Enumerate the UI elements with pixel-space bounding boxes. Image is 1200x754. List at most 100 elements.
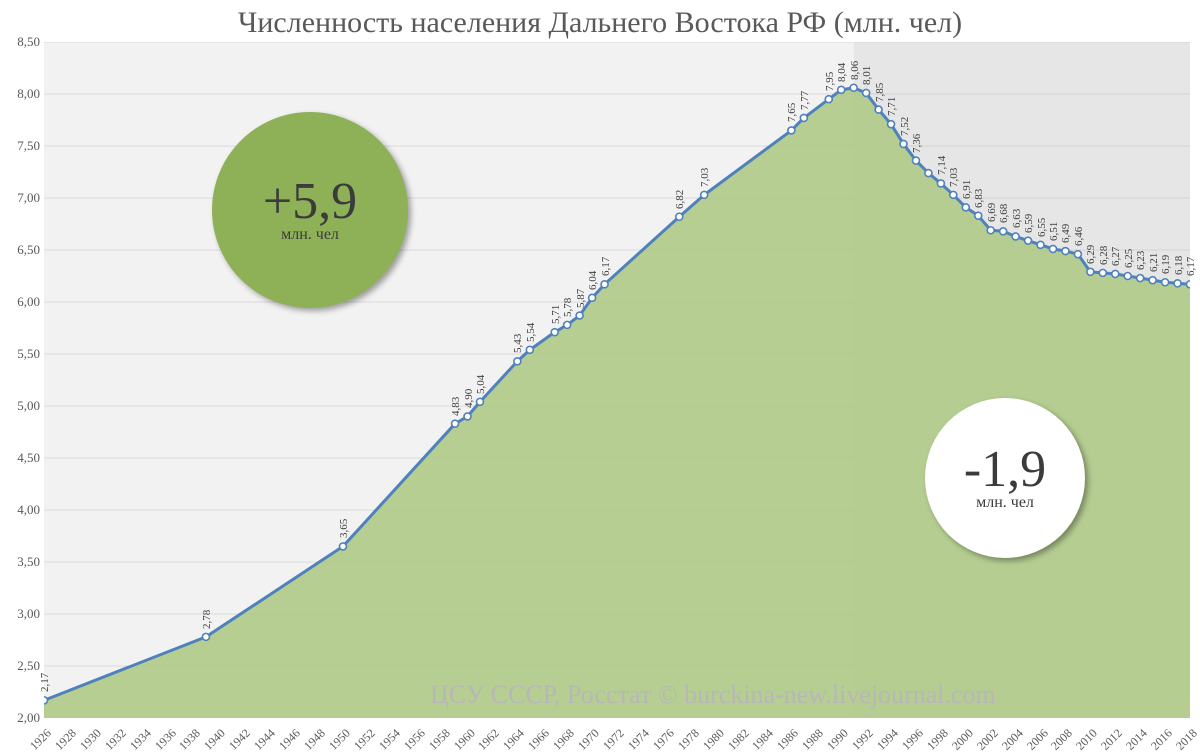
- y-axis-label: 6,50: [17, 242, 40, 258]
- y-axis-label: 8,50: [17, 34, 40, 50]
- x-axis-label: 1962: [475, 726, 503, 754]
- data-point-label: 6,82: [674, 189, 686, 208]
- y-axis-label: 4,00: [17, 502, 40, 518]
- y-axis-label: 3,50: [17, 554, 40, 570]
- data-point-label: 6,59: [1023, 213, 1035, 232]
- data-point-label: 5,04: [475, 375, 487, 394]
- x-axis-label: 1956: [401, 726, 429, 754]
- x-axis-label: 1986: [774, 726, 802, 754]
- data-point-label: 7,65: [786, 103, 798, 122]
- x-axis-label: 1984: [749, 726, 777, 754]
- x-axis-label: 1960: [451, 726, 479, 754]
- callout-value: -1,9: [964, 444, 1046, 496]
- data-point-label: 4,90: [463, 389, 475, 408]
- data-point-label: 5,87: [575, 288, 587, 307]
- data-point-label: 6,49: [1060, 224, 1072, 243]
- data-point-label: 5,78: [562, 298, 574, 317]
- data-point-label: 6,23: [1135, 251, 1147, 270]
- x-axis-label: 1930: [77, 726, 105, 754]
- y-axis-label: 7,00: [17, 190, 40, 206]
- y-axis-label: 8,00: [17, 86, 40, 102]
- data-point-label: 6,27: [1110, 247, 1122, 266]
- x-axis-label: 2008: [1048, 726, 1076, 754]
- callout-gain: +5,9млн. чел: [212, 112, 408, 308]
- x-axis-label: 2006: [1024, 726, 1052, 754]
- data-point-label: 6,19: [1160, 255, 1172, 274]
- data-point-label: 6,18: [1173, 256, 1185, 275]
- data-point-label: 8,06: [849, 61, 861, 80]
- x-axis-label: 1958: [426, 726, 454, 754]
- x-axis-label: 1928: [52, 726, 80, 754]
- x-axis-label: 2004: [999, 726, 1027, 754]
- x-axis-label: 1936: [152, 726, 180, 754]
- data-point-label: 8,01: [861, 66, 873, 85]
- plot-area: [44, 42, 1190, 718]
- data-point-label: 7,03: [699, 168, 711, 187]
- data-point-label: 6,51: [1048, 222, 1060, 241]
- data-point-label: 7,52: [899, 117, 911, 136]
- x-axis-label: 1944: [251, 726, 279, 754]
- data-point-label: 7,14: [936, 156, 948, 175]
- data-point-label: 7,36: [911, 133, 923, 152]
- data-point-label: 7,03: [948, 168, 960, 187]
- data-point-label: 5,54: [525, 323, 537, 342]
- x-axis-label: 1992: [849, 726, 877, 754]
- x-axis-label: 1974: [625, 726, 653, 754]
- x-axis-label: 1996: [899, 726, 927, 754]
- data-point-label: 6,17: [1185, 257, 1197, 276]
- x-axis-label: 1964: [500, 726, 528, 754]
- x-axis-label: 1988: [799, 726, 827, 754]
- x-axis-label: 1934: [127, 726, 155, 754]
- callout-value: +5,9: [263, 176, 357, 228]
- x-axis-label: 1926: [27, 726, 55, 754]
- data-point-label: 6,25: [1123, 249, 1135, 268]
- x-axis-label: 1952: [351, 726, 379, 754]
- data-point-label: 2,78: [201, 610, 213, 629]
- chart-container: Численность населения Дальнего Востока Р…: [0, 0, 1200, 754]
- x-axis-label: 1976: [650, 726, 678, 754]
- x-axis-label: 1954: [376, 726, 404, 754]
- x-axis-label: 1982: [725, 726, 753, 754]
- y-axis-label: 3,00: [17, 606, 40, 622]
- data-point-label: 6,55: [1036, 218, 1048, 237]
- data-point-label: 5,71: [550, 305, 562, 324]
- data-point-label: 7,95: [824, 72, 836, 91]
- x-axis-label: 1950: [326, 726, 354, 754]
- data-point-label: 6,29: [1085, 245, 1097, 264]
- data-point-label: 6,28: [1098, 246, 1110, 265]
- callout-loss: -1,9млн. чел: [925, 398, 1085, 558]
- x-axis-label: 1968: [550, 726, 578, 754]
- x-axis-label: 1972: [600, 726, 628, 754]
- data-point-label: 7,85: [874, 82, 886, 101]
- data-point-label: 6,21: [1148, 253, 1160, 272]
- y-axis-label: 5,00: [17, 398, 40, 414]
- data-point-label: 6,68: [998, 204, 1010, 223]
- x-axis-label: 1970: [575, 726, 603, 754]
- x-axis-label: 1942: [226, 726, 254, 754]
- x-axis-label: 1932: [102, 726, 130, 754]
- x-axis-label: 2014: [1123, 726, 1151, 754]
- data-point-label: 6,17: [600, 257, 612, 276]
- x-axis-label: 1946: [276, 726, 304, 754]
- x-axis-label: 2010: [1073, 726, 1101, 754]
- data-point-label: 5,43: [512, 334, 524, 353]
- x-axis-label: 2012: [1098, 726, 1126, 754]
- x-axis-label: 1978: [675, 726, 703, 754]
- data-point-label: 6,63: [1011, 209, 1023, 228]
- credit-text: ЦСУ СССР, Росстат © burckina-new.livejou…: [430, 680, 996, 710]
- x-axis-label: 2002: [974, 726, 1002, 754]
- data-point-label: 6,04: [587, 271, 599, 290]
- x-axis-label: 2000: [949, 726, 977, 754]
- data-point-label: 6,69: [986, 203, 998, 222]
- chart-title: Численность населения Дальнего Востока Р…: [0, 6, 1200, 40]
- data-point-label: 3,65: [338, 519, 350, 538]
- data-point-label: 6,46: [1073, 227, 1085, 246]
- callout-unit: млн. чел: [976, 494, 1034, 512]
- x-axis-label: 1938: [176, 726, 204, 754]
- y-axis-label: 2,50: [17, 658, 40, 674]
- x-axis-label: 1940: [201, 726, 229, 754]
- x-axis-label: 1980: [700, 726, 728, 754]
- data-point-label: 4,83: [450, 396, 462, 415]
- y-axis-label: 5,50: [17, 346, 40, 362]
- x-axis-label: 2018: [1173, 726, 1200, 754]
